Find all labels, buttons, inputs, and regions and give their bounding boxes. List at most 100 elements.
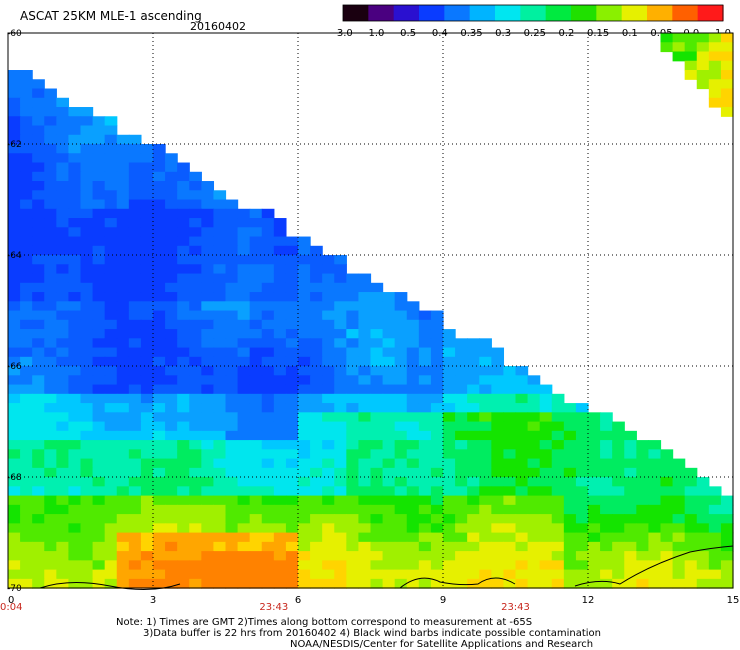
data-cell xyxy=(165,523,178,534)
data-cell xyxy=(153,347,166,358)
data-cell xyxy=(104,245,118,256)
data-cell xyxy=(8,162,21,173)
data-cell xyxy=(660,33,674,43)
data-cell xyxy=(189,532,202,543)
data-cell xyxy=(418,477,432,487)
data-cell xyxy=(346,541,360,552)
data-cell xyxy=(237,504,251,515)
data-cell xyxy=(8,532,21,543)
data-cell xyxy=(20,523,33,534)
colorbar-swatch xyxy=(647,5,673,21)
data-cell xyxy=(261,366,275,376)
data-cell xyxy=(189,301,202,312)
data-cell xyxy=(237,421,251,432)
data-cell xyxy=(261,541,275,552)
data-cell xyxy=(165,375,178,386)
data-cell xyxy=(104,569,118,580)
data-cell xyxy=(370,403,384,413)
data-cell xyxy=(563,486,577,497)
data-cell xyxy=(92,338,106,349)
data-cell xyxy=(140,430,154,441)
data-cell xyxy=(443,430,456,441)
data-cell xyxy=(285,569,299,580)
data-cell xyxy=(20,578,33,589)
data-cell xyxy=(116,236,130,247)
data-cell xyxy=(418,393,432,404)
data-cell xyxy=(285,245,299,256)
data-cell xyxy=(80,347,94,358)
data-cell xyxy=(165,366,178,376)
data-cell xyxy=(165,199,178,210)
data-cell xyxy=(128,264,142,275)
data-cell xyxy=(128,541,142,552)
data-cell xyxy=(116,551,130,561)
data-cell xyxy=(177,347,190,358)
data-cell xyxy=(298,523,311,534)
data-cell xyxy=(527,523,541,534)
data-cell xyxy=(298,486,311,497)
data-cell xyxy=(116,356,130,367)
data-cell xyxy=(104,292,118,302)
data-cell xyxy=(310,578,323,589)
data-cell xyxy=(213,523,227,534)
data-cell xyxy=(128,134,142,145)
data-cell xyxy=(153,153,166,164)
data-cell xyxy=(467,504,480,515)
data-cell xyxy=(720,107,734,117)
data-cell xyxy=(491,393,505,404)
data-cell xyxy=(177,338,190,349)
data-cell xyxy=(225,384,239,395)
data-cell xyxy=(298,560,311,571)
data-cell xyxy=(479,430,492,441)
data-cell xyxy=(116,181,130,191)
data-cell xyxy=(273,486,287,497)
data-cell xyxy=(310,532,323,543)
data-cell xyxy=(32,504,45,515)
data-cell xyxy=(249,560,263,571)
data-cell xyxy=(551,421,565,432)
data-cell xyxy=(261,375,275,386)
data-cell xyxy=(104,134,118,145)
data-cell xyxy=(575,569,589,580)
data-cell xyxy=(201,458,215,469)
data-cell xyxy=(56,366,70,376)
data-cell xyxy=(249,338,263,349)
data-cell xyxy=(80,421,94,432)
data-cell xyxy=(128,421,142,432)
data-cell xyxy=(261,236,275,247)
data-cell xyxy=(20,384,33,395)
data-cell xyxy=(104,458,118,469)
data-cell xyxy=(140,384,154,395)
data-cell xyxy=(563,449,577,460)
data-cell xyxy=(285,356,299,367)
data-cell xyxy=(455,421,468,432)
data-cell xyxy=(8,181,21,191)
data-cell xyxy=(382,449,396,460)
data-cell xyxy=(20,107,33,117)
data-cell xyxy=(467,551,480,561)
data-cell xyxy=(128,430,142,441)
data-cell xyxy=(430,486,444,497)
data-cell xyxy=(104,310,118,321)
data-cell xyxy=(406,347,420,358)
data-cell xyxy=(479,412,492,423)
data-cell xyxy=(455,495,468,506)
data-cell xyxy=(56,338,70,349)
data-cell xyxy=(273,319,287,330)
data-cell xyxy=(394,310,408,321)
data-cell xyxy=(358,504,372,515)
data-cell xyxy=(177,440,190,450)
data-cell xyxy=(225,292,239,302)
data-cell xyxy=(92,504,106,515)
data-cell xyxy=(80,384,94,395)
data-cell xyxy=(32,375,45,386)
data-cell xyxy=(104,190,118,201)
data-cell xyxy=(600,523,613,534)
data-cell xyxy=(80,430,94,441)
data-cell xyxy=(430,412,444,423)
data-cell xyxy=(225,412,239,423)
data-cell xyxy=(273,532,287,543)
data-cell xyxy=(273,430,287,441)
data-cell xyxy=(394,347,408,358)
data-cell xyxy=(394,486,408,497)
